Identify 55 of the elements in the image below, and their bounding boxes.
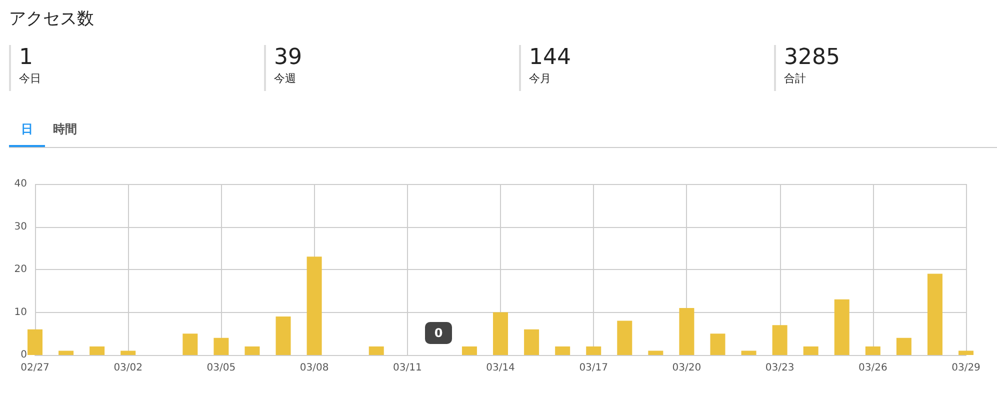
bar: [927, 274, 942, 355]
x-tick-label: 03/02: [114, 362, 143, 374]
bar: [306, 256, 322, 355]
bar: [368, 346, 384, 355]
bar: [120, 350, 136, 355]
text: 3285: [784, 45, 840, 71]
bar: [617, 320, 632, 355]
x-tick-label: 03/23: [765, 362, 794, 374]
text: 日: [9, 121, 45, 148]
y-tick-label: 40: [14, 178, 27, 190]
bar: [462, 346, 477, 355]
bar: [214, 338, 229, 355]
text: 今日: [19, 71, 41, 87]
x-tick-label: 03/05: [206, 362, 236, 374]
bar: [865, 346, 880, 355]
bar: [834, 299, 850, 355]
x-tick-label: 03/17: [579, 362, 608, 374]
bar: [90, 346, 105, 355]
bar: [958, 350, 974, 355]
text: アクセス数: [9, 8, 94, 30]
x-tick-label: 02/27: [20, 362, 50, 374]
bar: [741, 350, 756, 355]
bar: [524, 329, 540, 355]
x-tick-label: 03/20: [672, 362, 702, 374]
x-tick-label: 03/08: [300, 362, 329, 374]
y-tick-label: 10: [14, 306, 27, 318]
bar: [555, 346, 570, 355]
bar: [896, 338, 912, 355]
text: 39: [274, 45, 302, 71]
y-tick-label: 20: [14, 264, 27, 275]
bar: [679, 308, 694, 355]
text: 今月: [529, 71, 552, 87]
bar: [586, 346, 602, 355]
y-tick-label: 0: [20, 350, 27, 360]
text: 1: [19, 45, 34, 71]
bar: [58, 350, 74, 355]
bar: [244, 346, 260, 355]
bar: [648, 350, 664, 355]
text: 144: [529, 45, 571, 71]
text: 時間: [52, 121, 78, 138]
bar: [772, 325, 788, 355]
x-tick-label: 03/29: [952, 362, 980, 374]
text: 今週: [274, 71, 297, 87]
x-tick-label: 03/11: [392, 362, 422, 374]
bar: [493, 312, 508, 355]
bar: [182, 334, 198, 355]
x-tick-label: 03/26: [858, 362, 888, 374]
annotation: 0: [434, 326, 443, 340]
bar: [28, 329, 42, 355]
bar: [803, 346, 818, 355]
bar: [276, 316, 291, 355]
y-tick-label: 30: [14, 221, 27, 232]
bar: [710, 334, 726, 355]
x-tick-label: 03/14: [486, 362, 515, 374]
text: 合計: [784, 71, 807, 87]
